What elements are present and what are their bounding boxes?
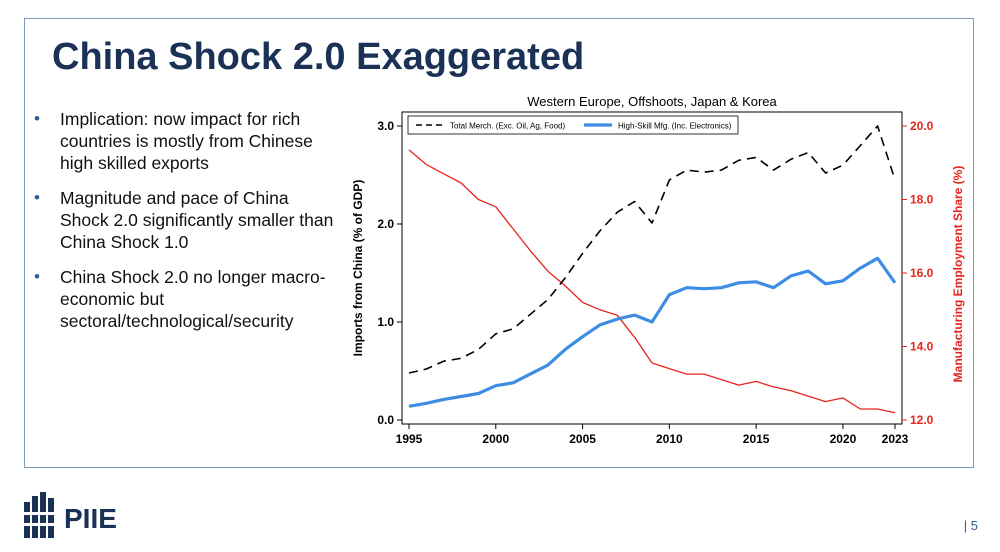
piie-logo-text: PIIE xyxy=(64,503,117,534)
slide-frame xyxy=(24,18,974,468)
chart-container: Western Europe, Offshoots, Japan & Korea… xyxy=(340,92,980,462)
legend-label: High-Skill Mfg. (Inc. Electronics) xyxy=(618,122,732,131)
bullet-dot: • xyxy=(34,109,40,128)
bullet-item: • Implication: now impact for rich countr… xyxy=(34,108,334,174)
piie-logo-mark xyxy=(22,492,56,538)
y-tick-label: 1.0 xyxy=(377,315,394,329)
y2-tick-label: 12.0 xyxy=(910,413,934,427)
x-tick-label: 2020 xyxy=(830,432,857,446)
series-line-0 xyxy=(408,125,896,374)
legend-label: Total Merch. (Exc. Oil, Ag, Food) xyxy=(450,122,565,131)
y2-tick-label: 20.0 xyxy=(910,119,934,133)
legend-box xyxy=(407,115,739,135)
y2-axis-label: Manufacturing Employment Share (%) xyxy=(951,166,965,383)
x-tick-label: 2000 xyxy=(482,432,509,446)
y-tick-label: 3.0 xyxy=(377,119,394,133)
y-tick-label: 0.0 xyxy=(377,413,394,427)
x-tick-label: 1995 xyxy=(396,432,423,446)
bullet-text: China Shock 2.0 no longer macro-economic… xyxy=(60,267,326,331)
bullet-dot: • xyxy=(34,188,40,207)
page-number: | 5 xyxy=(963,518,978,533)
y2-tick-label: 18.0 xyxy=(910,193,934,207)
slide-title: China Shock 2.0 Exaggerated xyxy=(52,36,585,78)
bullet-text: Magnitude and pace of China Shock 2.0 si… xyxy=(60,188,334,252)
bullet-text: Implication: now impact for rich countri… xyxy=(60,109,313,173)
series-line-2 xyxy=(408,149,896,414)
y-tick-label: 2.0 xyxy=(377,217,394,231)
x-tick-label: 2010 xyxy=(656,432,683,446)
x-tick-label: 2015 xyxy=(743,432,770,446)
piie-logo: PIIE xyxy=(22,492,117,538)
plot-frame xyxy=(401,111,903,425)
y-axis-label: Imports from China (% of GDP) xyxy=(351,180,365,357)
bullet-item: • China Shock 2.0 no longer macro-economi… xyxy=(34,266,334,332)
x-tick-label: 2005 xyxy=(569,432,596,446)
y2-tick-label: 14.0 xyxy=(910,340,934,354)
x-tick-label: 2023 xyxy=(882,432,909,446)
bullet-list: • Implication: now impact for rich countr… xyxy=(34,108,334,345)
bullet-dot: • xyxy=(34,267,40,286)
chart-svg: Western Europe, Offshoots, Japan & Korea… xyxy=(351,94,965,446)
y2-tick-label: 16.0 xyxy=(910,266,934,280)
bullet-item: • Magnitude and pace of China Shock 2.0 s… xyxy=(34,187,334,253)
chart-title: Western Europe, Offshoots, Japan & Korea xyxy=(527,94,777,109)
series-line-1 xyxy=(408,256,897,408)
